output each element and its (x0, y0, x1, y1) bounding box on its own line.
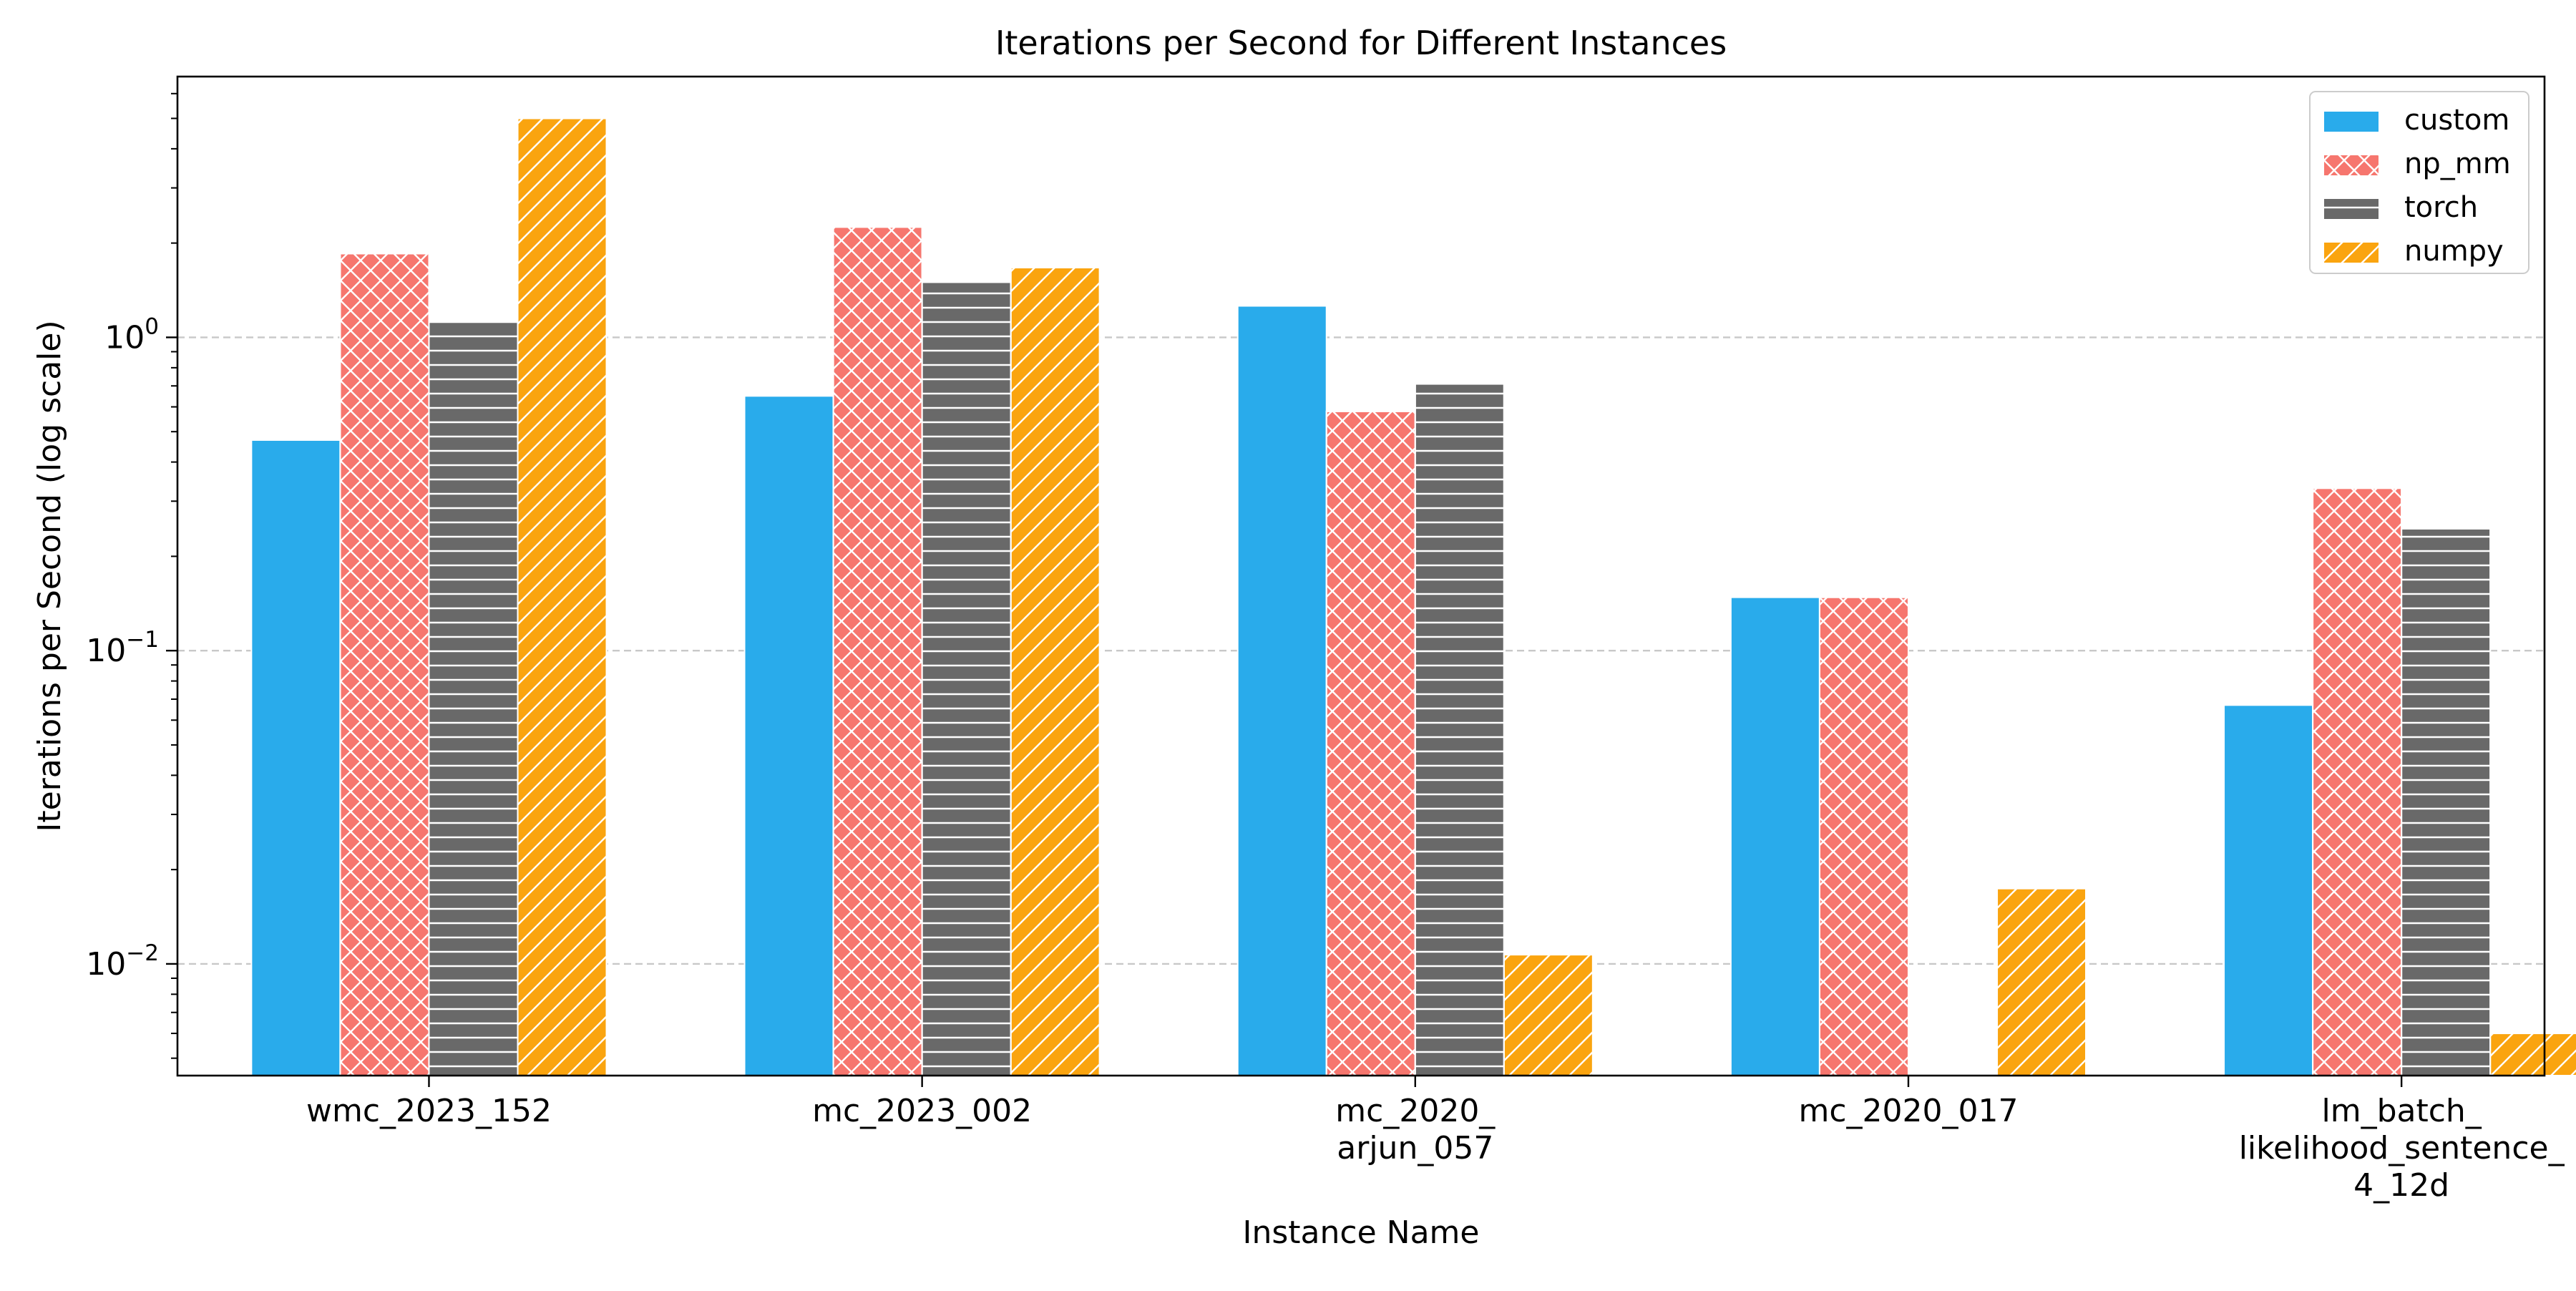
legend-box (2309, 91, 2529, 274)
x-axis-label: Instance Name (1243, 1214, 1480, 1251)
bar-numpy-hatch (1010, 266, 1101, 1077)
legend-entry-numpy: numpy (2324, 235, 2504, 268)
legend-entry-torch: torch (2324, 191, 2478, 224)
bar-numpy (1996, 887, 2087, 1076)
bar-np_mm-hatch (1325, 410, 1416, 1076)
bar-custom-fill (1236, 305, 1327, 1076)
legend-swatch-custom (2324, 112, 2379, 132)
bar-np_mm (832, 226, 923, 1076)
legend-label: custom (2404, 104, 2509, 137)
legend-entry-np_mm: np_mm (2324, 147, 2511, 180)
bar-custom-fill (250, 439, 341, 1076)
y-axis-label: Iterations per Second (log scale) (31, 320, 68, 832)
y-tick-label: 100 (104, 313, 159, 356)
bar-custom (743, 395, 834, 1076)
bar-numpy (1010, 266, 1101, 1077)
bar-np_mm (339, 253, 430, 1076)
bar-custom (250, 439, 341, 1076)
y-tick-label: 10−1 (86, 627, 159, 669)
bar-np_mm-hatch (1818, 596, 1909, 1076)
x-tick-label: mc_2020_017 (1798, 1093, 2018, 1129)
legend-label: numpy (2404, 235, 2504, 268)
bar-np_mm-hatch (832, 226, 923, 1076)
bar-numpy-hatch (1996, 887, 2087, 1076)
bar-torch-hatch (428, 320, 519, 1077)
bar-np_mm (1818, 596, 1909, 1076)
bar-numpy (517, 117, 608, 1076)
bar-numpy (1503, 954, 1594, 1077)
bar-custom-fill (1729, 596, 1820, 1076)
bar-numpy (2489, 1033, 2576, 1077)
legend-swatch-hatch (2324, 199, 2379, 219)
bar-np_mm-hatch (339, 253, 430, 1076)
chart-title: Iterations per Second for Different Inst… (995, 24, 1727, 62)
x-tick-label: wmc_2023_152 (306, 1093, 552, 1129)
bar-np_mm-hatch (2312, 487, 2403, 1076)
legend-label: torch (2404, 191, 2478, 224)
x-tick-label: mc_2023_002 (812, 1093, 1032, 1129)
legend-label: np_mm (2404, 147, 2511, 180)
x-tick-label: mc_2020_ arjun_057 (1335, 1093, 1496, 1166)
bar-custom-fill (743, 395, 834, 1076)
plot-frame (176, 75, 2546, 1077)
bar-torch (428, 320, 519, 1077)
legend-swatch-hatch (2324, 155, 2379, 175)
bar-np_mm (1325, 410, 1416, 1076)
bar-numpy-hatch (517, 117, 608, 1076)
bar-torch-hatch (1414, 383, 1505, 1076)
bar-custom (1236, 305, 1327, 1076)
x-tick-label: lm_batch_ likelihood_sentence_ 4_12d (2239, 1093, 2565, 1204)
axes: 10−2 10−1 100 wmc_2023_152 mc_2023_002 mc_202… (86, 75, 2565, 1204)
legend-entry-custom: custom (2324, 104, 2509, 137)
bar-custom (2223, 704, 2314, 1076)
bar-custom-fill (2223, 704, 2314, 1076)
legend-swatch-hatch (2324, 243, 2379, 263)
bar-torch (2401, 527, 2492, 1076)
bar-torch-hatch (2401, 527, 2492, 1076)
bar-torch-hatch (921, 281, 1012, 1077)
bar-torch (921, 281, 1012, 1077)
bar-np_mm (2312, 487, 2403, 1076)
bar-numpy-hatch (2489, 1033, 2576, 1077)
bars (250, 117, 2576, 1077)
bar-numpy-hatch (1503, 954, 1594, 1077)
bar-custom (1729, 596, 1820, 1076)
bar-torch (1414, 383, 1505, 1076)
y-tick-label: 10−2 (86, 940, 159, 983)
